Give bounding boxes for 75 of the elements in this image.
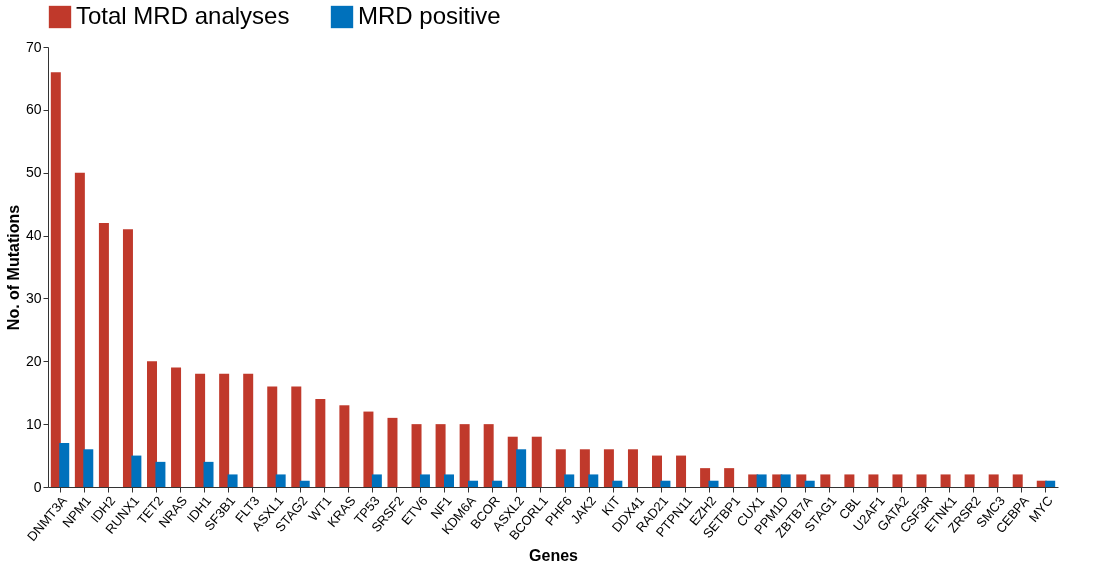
- bar: [299, 480, 310, 487]
- bar: [203, 461, 214, 487]
- y-tick-label: 40: [25, 227, 42, 244]
- bar: [700, 468, 711, 487]
- bar: [411, 424, 422, 487]
- bar: [122, 229, 133, 487]
- bar: [627, 449, 638, 487]
- bar: [50, 72, 61, 487]
- bar: [59, 443, 70, 487]
- bar: [171, 367, 182, 487]
- bar: [555, 449, 566, 487]
- bar: [892, 474, 903, 487]
- bar: [147, 361, 158, 487]
- y-axis-title: No. of Mutations: [4, 204, 22, 331]
- bar: [275, 474, 286, 487]
- y-tick-label: 0: [33, 478, 42, 495]
- bar: [964, 474, 975, 487]
- bar: [74, 172, 85, 487]
- bar: [1012, 474, 1023, 487]
- bar: [83, 449, 94, 487]
- bar: [243, 373, 254, 487]
- bar: [676, 455, 687, 487]
- bar: [155, 461, 166, 487]
- bar: [612, 480, 623, 487]
- bar: [443, 474, 454, 487]
- bar: [267, 386, 278, 487]
- y-tick-label: 30: [25, 289, 42, 306]
- bar: [315, 399, 326, 487]
- bar: [780, 474, 791, 487]
- bar: [579, 449, 590, 487]
- bar: [820, 474, 831, 487]
- bar: [468, 480, 479, 487]
- bar: [724, 468, 735, 487]
- bar: [772, 474, 783, 487]
- bar: [804, 480, 815, 487]
- bar: [219, 373, 230, 487]
- bar: [1045, 480, 1056, 487]
- bar: [516, 449, 527, 487]
- bar: [492, 480, 503, 487]
- x-axis-title: Genes: [529, 546, 579, 564]
- bar: [371, 474, 382, 487]
- bar: [459, 424, 470, 487]
- bar: [483, 424, 494, 487]
- bar: [531, 436, 542, 487]
- bar: [98, 223, 109, 487]
- bar: [131, 455, 142, 487]
- y-tick-label: 70: [25, 38, 42, 55]
- bar: [868, 474, 879, 487]
- bar: [603, 449, 614, 487]
- bar: [588, 474, 599, 487]
- bar: [435, 424, 446, 487]
- bar: [796, 474, 807, 487]
- bar: [227, 474, 238, 487]
- bar: [339, 405, 350, 487]
- bar: [195, 373, 206, 487]
- bar: [756, 474, 767, 487]
- y-tick-label: 20: [25, 352, 42, 369]
- y-tick-label: 60: [25, 101, 42, 118]
- bar: [916, 474, 927, 487]
- y-tick-label: 10: [25, 415, 42, 432]
- bar: [419, 474, 430, 487]
- y-tick-label: 50: [25, 164, 42, 181]
- legend-label: Total MRD analyses: [76, 2, 290, 29]
- bar: [363, 411, 374, 487]
- bar: [291, 386, 302, 487]
- bar: [708, 480, 719, 487]
- bar: [844, 474, 855, 487]
- bar: [564, 474, 575, 487]
- bar: [387, 417, 398, 487]
- bar: [652, 455, 663, 487]
- bar: [940, 474, 951, 487]
- legend-label: MRD positive: [358, 2, 501, 29]
- bar: [660, 480, 671, 487]
- bar: [748, 474, 759, 487]
- bar: [988, 474, 999, 487]
